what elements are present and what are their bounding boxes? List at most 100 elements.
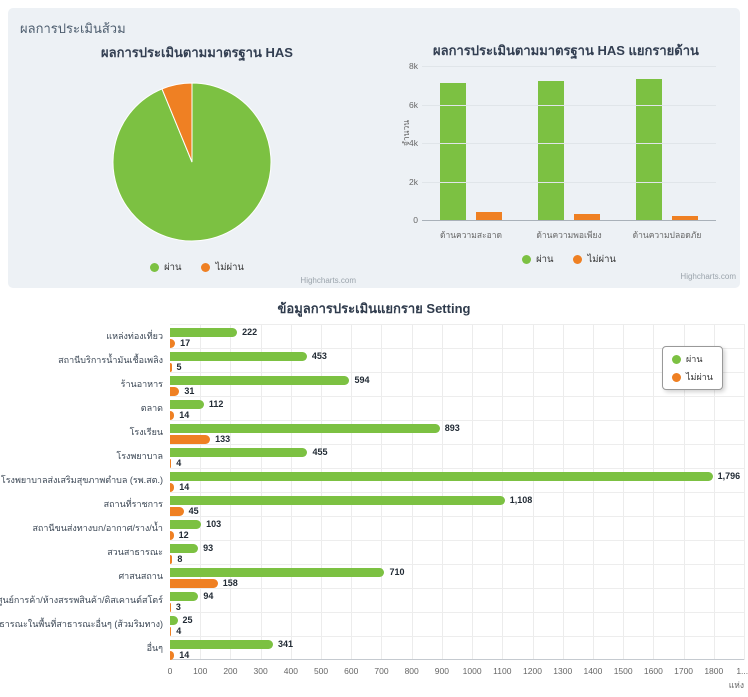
category-separator xyxy=(170,372,744,373)
y-tick-label: 4k xyxy=(409,138,418,148)
bar-pass xyxy=(170,496,505,505)
bar-pass xyxy=(170,592,199,601)
bar-pass xyxy=(170,520,202,529)
x-category-label: ด้านความปลอดภัย xyxy=(632,230,702,240)
bar-fail xyxy=(170,507,184,516)
value-label: 893 xyxy=(444,423,460,433)
x-tick-label: 300 xyxy=(253,666,268,676)
bar-pass xyxy=(170,352,307,361)
category-separator xyxy=(170,516,744,517)
category-label: แหล่งท่องเที่ยว xyxy=(106,331,163,341)
bar-pass xyxy=(170,400,204,409)
bar-fail xyxy=(170,411,175,420)
category-separator xyxy=(170,348,744,349)
pie-legend: ผ่าน ไม่ผ่าน xyxy=(22,260,372,275)
column-bar-fail xyxy=(672,216,698,220)
bar-pass xyxy=(170,328,238,337)
x-tick-label: 1300 xyxy=(553,666,573,676)
gridline xyxy=(422,181,716,183)
bar-pass xyxy=(170,640,274,649)
legend-item-pass[interactable]: ผ่าน xyxy=(522,252,553,267)
bar-pass xyxy=(170,376,350,385)
value-label: 14 xyxy=(179,482,190,492)
legend-label: ไม่ผ่าน xyxy=(587,254,616,265)
x-tick-label: 800 xyxy=(404,666,419,676)
category-label: สถานีขนส่งทางบก/อากาศ/ราง/น้ำ xyxy=(32,523,163,533)
x-category-label: ด้านความพอเพียง xyxy=(536,230,602,240)
bar-fail xyxy=(170,603,172,612)
category-label: อื่นๆ xyxy=(146,643,163,653)
column-group xyxy=(422,66,520,220)
category-label: สวนสาธารณะ xyxy=(107,547,163,557)
category-separator xyxy=(170,396,744,397)
x-axis-unit-label: แห่ง xyxy=(728,680,744,690)
bar-fail xyxy=(170,435,211,444)
category-separator xyxy=(170,324,744,325)
legend-item-fail[interactable]: ไม่ผ่าน xyxy=(672,370,713,384)
value-label: 17 xyxy=(180,338,191,348)
pie-slice-fail xyxy=(161,82,193,163)
value-label: 93 xyxy=(203,543,214,553)
category-label: ตลาด xyxy=(140,403,163,413)
category-separator xyxy=(170,540,744,541)
category-label: โรงเรียน xyxy=(129,427,163,437)
highcharts-credit[interactable]: Highcharts.com xyxy=(680,272,736,281)
category-label: ร้านอาหาร xyxy=(120,379,163,389)
x-tick-label: 200 xyxy=(223,666,238,676)
value-label: 94 xyxy=(203,591,214,601)
bar-fail xyxy=(170,339,176,348)
legend-label: ผ่าน xyxy=(536,254,554,265)
category-label: โรงพยาบาล xyxy=(116,451,163,461)
value-label: 594 xyxy=(354,375,370,385)
y-axis-title: จำนวน xyxy=(401,119,411,147)
category-separator xyxy=(170,612,744,613)
pie-svg xyxy=(112,82,272,242)
column-group xyxy=(618,66,716,220)
value-label: 4 xyxy=(176,626,182,636)
column-bar-fail xyxy=(574,214,600,220)
bar-fail xyxy=(170,483,175,492)
legend-label: ผ่าน xyxy=(164,262,182,273)
value-label: 3 xyxy=(175,602,181,612)
pie-chart-has: ผลการประเมินตามมาตรฐาน HAS ผ่าน ไม่ผ่าน H… xyxy=(22,28,372,288)
legend-item-fail[interactable]: ไม่ผ่าน xyxy=(573,252,616,267)
y-tick-label: 8k xyxy=(409,61,418,71)
x-tick-label: 400 xyxy=(283,666,298,676)
category-separator xyxy=(170,564,744,565)
y-tick-label: 2k xyxy=(409,176,418,187)
legend-item-fail[interactable]: ไม่ผ่าน xyxy=(201,260,244,275)
legend-label: ไม่ผ่าน xyxy=(686,372,713,382)
bar-fail xyxy=(170,459,172,468)
value-label: 25 xyxy=(182,615,193,625)
settings-plot-area: 222 17 453 5 594 31 112 14 893 133 455 4 1,796 14 1,10… xyxy=(170,324,745,660)
x-tick-label: 1700 xyxy=(674,666,694,676)
x-tick-label: 1200 xyxy=(523,666,542,676)
bar-fail xyxy=(170,387,180,396)
value-label: 222 xyxy=(242,327,258,337)
value-label: 158 xyxy=(222,578,238,588)
legend-dot-pass xyxy=(522,255,532,264)
x-tick-label: 1600 xyxy=(643,666,663,676)
x-category-label: ด้านความสะอาด xyxy=(439,230,503,240)
y-tick-label: 0 xyxy=(413,215,418,225)
value-label: 8 xyxy=(177,554,183,564)
value-label: 1,108 xyxy=(509,495,533,505)
highcharts-credit[interactable]: Highcharts.com xyxy=(300,276,356,285)
legend-dot-fail xyxy=(672,372,681,382)
value-label: 5 xyxy=(176,362,182,372)
bar-pass xyxy=(170,448,308,457)
settings-bar-chart: ข้อมูลการประเมินแยกราย Setting แหล่งท่อง… xyxy=(0,290,748,697)
category-label: สถานที่ราชการ xyxy=(103,499,163,509)
category-separator xyxy=(170,468,744,469)
value-label: 14 xyxy=(179,410,190,420)
value-label: 31 xyxy=(184,386,195,396)
value-label: 455 xyxy=(312,447,328,457)
gridline xyxy=(422,104,716,106)
legend-item-pass[interactable]: ผ่าน xyxy=(150,260,181,275)
x-axis-labels: ด้านความสะอาด ด้านความพอเพียง ด้านความปลอด… xyxy=(422,228,716,242)
column-bar-pass xyxy=(440,83,466,220)
legend-item-pass[interactable]: ผ่าน xyxy=(672,352,713,366)
value-label: 14 xyxy=(179,650,190,660)
x-tick-label: 1000 xyxy=(462,666,482,676)
